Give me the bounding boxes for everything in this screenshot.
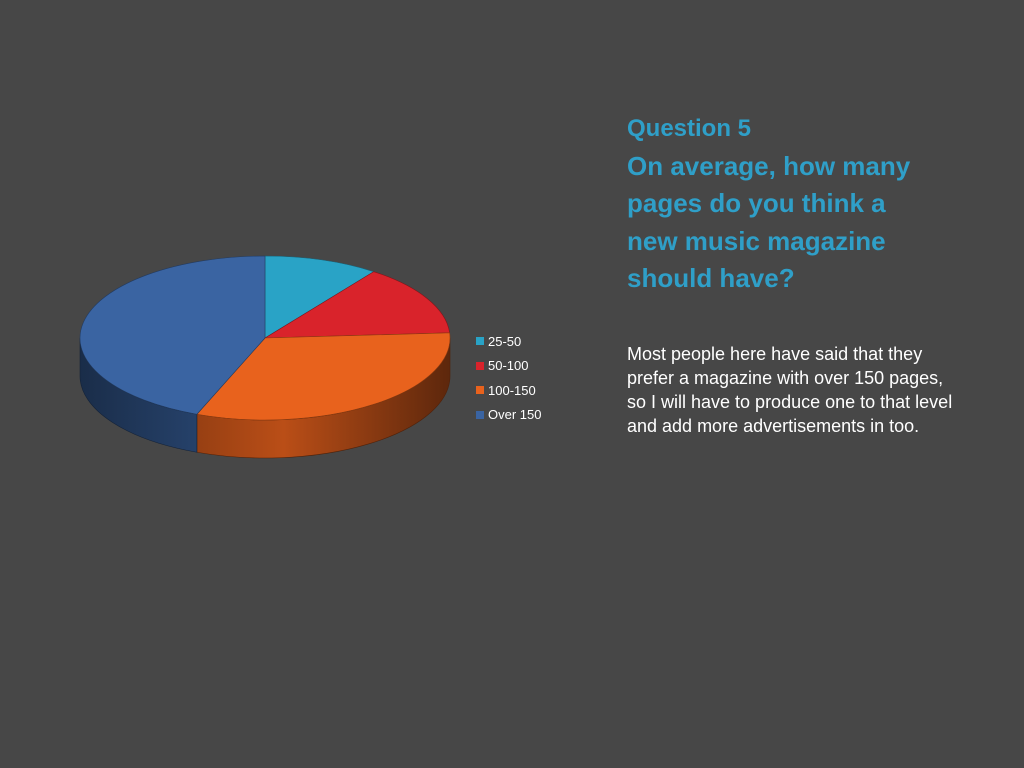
legend-label-25-50: 25-50	[488, 333, 522, 349]
legend-item-50-100: 50-100	[476, 354, 541, 379]
legend-swatch-over-150	[476, 410, 484, 419]
legend-item-25-50: 25-50	[476, 329, 541, 354]
question-text: On average, how many pages do you think …	[627, 150, 911, 294]
legend-swatch-25-50	[476, 337, 484, 346]
pie-top	[79, 255, 451, 421]
slide-title: Question 5 On average, how many pages do…	[627, 110, 1007, 298]
legend-swatch-50-100	[476, 361, 484, 370]
legend-item-100-150: 100-150	[476, 378, 541, 403]
question-number: Question 5	[627, 115, 752, 142]
pie-slice-over-150	[79, 255, 266, 415]
legend-label-50-100: 50-100	[488, 358, 529, 374]
legend-item-over-150: Over 150	[476, 403, 541, 428]
pie-slice-100-150	[196, 332, 451, 421]
chart-legend: 25-50 50-100 100-150 Over 150	[476, 329, 541, 427]
legend-label-100-150: 100-150	[488, 382, 536, 398]
conclusion-text: Most people here have said that they pre…	[627, 344, 953, 436]
pie-slice-25-50	[264, 255, 375, 339]
pie-slice-50-100	[263, 271, 450, 339]
legend-label-over-150: Over 150	[488, 407, 542, 423]
legend-swatch-100-150	[476, 386, 484, 395]
